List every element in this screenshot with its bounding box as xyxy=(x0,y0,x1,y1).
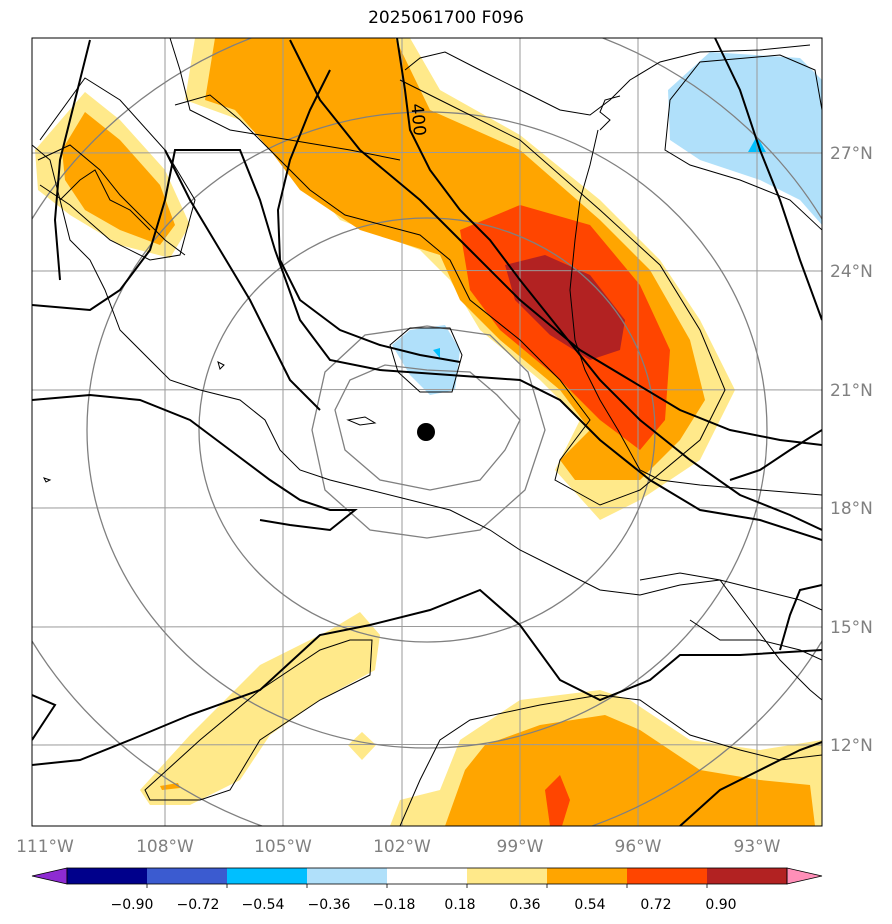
contour-west-vertical xyxy=(53,39,91,281)
mexico-east-coast xyxy=(569,129,822,496)
storm-center-marker xyxy=(417,423,435,441)
lat-label-12n: 12°N xyxy=(830,736,873,756)
lon-label-108w: 108°W xyxy=(136,837,194,857)
graticule xyxy=(32,38,822,826)
lon-label-93w: 93°W xyxy=(734,837,781,857)
lat-line-21 xyxy=(32,389,822,391)
central-america-coast xyxy=(639,572,822,701)
colorbar-label: −0.36 xyxy=(308,897,351,913)
colorbar-label: 0.72 xyxy=(640,897,671,913)
contour-mid xyxy=(32,393,358,532)
gulf-coast xyxy=(404,44,811,116)
contour-east-long xyxy=(289,39,822,446)
colorbar-box xyxy=(547,868,627,884)
guatemala-border xyxy=(689,619,822,661)
colorbar-box xyxy=(307,868,387,884)
shade-darkred-north xyxy=(505,255,625,360)
colorbar-box xyxy=(67,868,147,884)
colorbar-extend-high xyxy=(786,867,823,885)
colorbar-box xyxy=(227,868,307,884)
ne-thin-contour xyxy=(664,54,822,231)
colorbar-labels: −0.90 −0.72 −0.54 −0.36 −0.18 0.18 0.36 … xyxy=(111,897,737,913)
contour-nw xyxy=(32,149,822,541)
lat-line-27 xyxy=(32,152,822,154)
range-ring-1 xyxy=(334,364,521,491)
contour-central-east xyxy=(276,69,461,363)
colorbar-box xyxy=(147,868,227,884)
colorbar-label: 0.36 xyxy=(509,897,540,913)
colorbar-label: −0.54 xyxy=(242,897,285,913)
lat-label-15n: 15°N xyxy=(830,618,873,638)
shade-yellow-sw xyxy=(140,612,380,805)
lat-line-12 xyxy=(32,744,822,746)
range-ring-2 xyxy=(311,325,546,539)
lon-label-96w: 96°W xyxy=(615,837,662,857)
center-thin-contour xyxy=(389,327,463,393)
shade-lightblue-ne xyxy=(668,52,822,225)
colorbar-label: 0.54 xyxy=(574,897,605,913)
gulf-shore-dots xyxy=(599,95,621,131)
colorbar-box xyxy=(387,868,467,884)
south-thin-contour xyxy=(399,694,822,826)
baja-interior xyxy=(59,169,151,231)
lat-label-27n: 27°N xyxy=(830,144,873,164)
lon-label-105w: 105°W xyxy=(254,837,312,857)
island-sw xyxy=(43,477,52,483)
contour-south-3 xyxy=(679,741,822,826)
lat-line-18 xyxy=(32,507,822,509)
lon-labels: 111°W 108°W 105°W 102°W 99°W 96°W 93°W xyxy=(16,837,781,857)
lat-label-18n: 18°N xyxy=(830,499,873,519)
colorbar-label: −0.72 xyxy=(177,897,220,913)
shade-yellow-dot xyxy=(348,732,376,760)
shade-red-south xyxy=(545,775,570,826)
contour-south-1 xyxy=(32,588,822,766)
shading-layer xyxy=(35,38,822,826)
map-frame xyxy=(31,37,823,827)
island-small xyxy=(217,361,225,370)
shade-blue-center xyxy=(433,348,440,358)
shade-orange-nw xyxy=(62,112,175,245)
shade-lightblue-center xyxy=(392,325,460,395)
range-ring-4 xyxy=(86,111,768,749)
lat-labels: 27°N 24°N 21°N 18°N 15°N 12°N xyxy=(830,144,873,756)
geopotential-contours xyxy=(32,38,822,826)
lat-label-21n: 21°N xyxy=(830,381,873,401)
range-rings xyxy=(32,38,822,826)
lon-label-111w: 111°W xyxy=(16,837,74,857)
colorbar-label: 0.18 xyxy=(444,897,475,913)
contour-label-400: 400 xyxy=(406,103,429,137)
colorbar xyxy=(31,867,823,888)
lon-label-99w: 99°W xyxy=(497,837,544,857)
baja-coast xyxy=(37,144,186,256)
range-ring-3 xyxy=(198,217,656,643)
lat-line-15 xyxy=(32,626,822,628)
contour-400 xyxy=(396,38,822,531)
border-us-mexico xyxy=(169,38,401,161)
lon-label-102w: 102°W xyxy=(373,837,431,857)
colorbar-box xyxy=(627,868,707,884)
colorbar-box xyxy=(707,868,787,884)
colorbar-box xyxy=(467,868,547,884)
north-thin-contour xyxy=(174,79,726,506)
coastlines xyxy=(32,38,822,826)
contour-e xyxy=(729,429,822,481)
contour-south-2 xyxy=(32,694,57,741)
lat-line-24 xyxy=(32,270,822,272)
nw-thin-contour xyxy=(39,77,196,261)
contour-east-se xyxy=(779,584,822,651)
lat-label-24n: 24°N xyxy=(830,262,873,282)
colorbar-label: −0.90 xyxy=(111,897,154,913)
colorbar-extend-low xyxy=(31,867,68,885)
contour-central-west xyxy=(164,149,321,411)
colorbar-label: 0.90 xyxy=(705,897,736,913)
colorbar-outline xyxy=(66,867,788,885)
shade-orange-south xyxy=(445,715,815,826)
map-title: 2025061700 F096 xyxy=(368,8,524,28)
island-west xyxy=(346,416,377,426)
mexico-pacific-coast xyxy=(32,144,822,611)
contour-ne xyxy=(714,38,822,321)
colorbar-label: −0.18 xyxy=(373,897,416,913)
